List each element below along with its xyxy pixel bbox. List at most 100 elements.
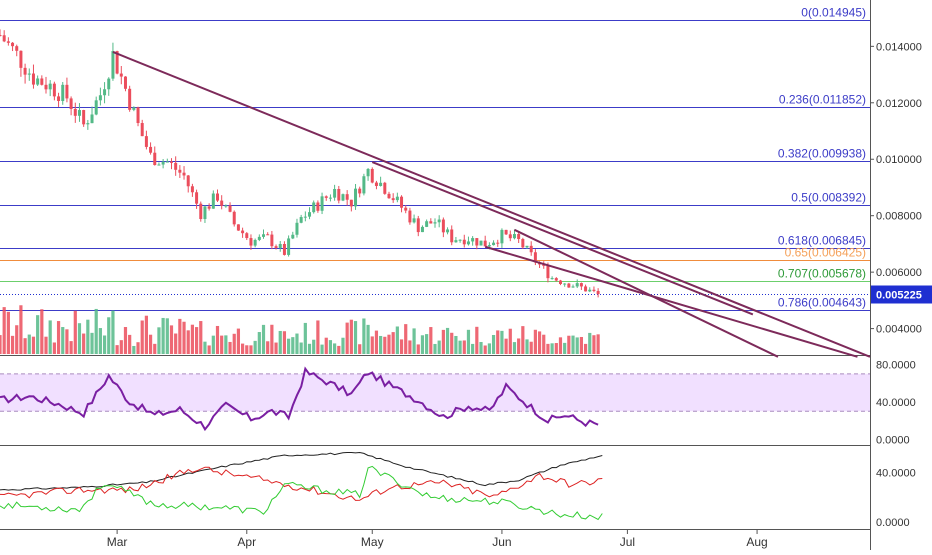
trendline[interactable] bbox=[514, 228, 779, 358]
candle-body[interactable] bbox=[40, 78, 44, 85]
candle-body[interactable] bbox=[429, 221, 433, 224]
candle-body[interactable] bbox=[77, 110, 81, 116]
candle-body[interactable] bbox=[262, 234, 266, 237]
rsi-line[interactable] bbox=[0, 366, 599, 432]
candle-body[interactable] bbox=[165, 161, 169, 163]
candle-body[interactable] bbox=[15, 46, 19, 51]
candle-body[interactable] bbox=[471, 238, 475, 242]
candle-body[interactable] bbox=[94, 100, 98, 115]
candlesticks[interactable] bbox=[0, 29, 600, 298]
candle-body[interactable] bbox=[529, 245, 533, 253]
candle-body[interactable] bbox=[358, 188, 362, 194]
candle-body[interactable] bbox=[186, 175, 190, 187]
candle-body[interactable] bbox=[425, 221, 429, 227]
candle-body[interactable] bbox=[349, 199, 353, 207]
candle-body[interactable] bbox=[303, 216, 307, 218]
candle-body[interactable] bbox=[379, 182, 383, 186]
candle-body[interactable] bbox=[115, 51, 119, 74]
candle-body[interactable] bbox=[299, 217, 303, 223]
candle-body[interactable] bbox=[182, 172, 186, 176]
candle-body[interactable] bbox=[450, 229, 454, 243]
candle-body[interactable] bbox=[224, 205, 228, 207]
candle-body[interactable] bbox=[337, 188, 341, 201]
candle-body[interactable] bbox=[508, 234, 512, 239]
candle-body[interactable] bbox=[354, 188, 358, 207]
candle-body[interactable] bbox=[149, 146, 153, 153]
candle-body[interactable] bbox=[546, 265, 550, 279]
candle-body[interactable] bbox=[328, 197, 332, 199]
candle-body[interactable] bbox=[153, 152, 157, 166]
candle-body[interactable] bbox=[161, 161, 165, 165]
dmi-adx-line[interactable] bbox=[0, 451, 603, 491]
candle-body[interactable] bbox=[554, 278, 558, 281]
candle-body[interactable] bbox=[257, 236, 261, 240]
candle-body[interactable] bbox=[11, 42, 15, 47]
trendlines[interactable] bbox=[112, 51, 871, 358]
candle-body[interactable] bbox=[395, 196, 399, 201]
candle-body[interactable] bbox=[575, 283, 579, 287]
candle-body[interactable] bbox=[128, 88, 132, 110]
candle-body[interactable] bbox=[521, 239, 525, 248]
candle-body[interactable] bbox=[140, 123, 144, 137]
candle-body[interactable] bbox=[437, 219, 441, 223]
candle-body[interactable] bbox=[57, 96, 61, 101]
candle-body[interactable] bbox=[278, 244, 282, 248]
fibonacci-retracement[interactable]: 0(0.014945) 0.236(0.011852) 0.382(0.009938… bbox=[0, 6, 870, 311]
candle-body[interactable] bbox=[333, 188, 337, 198]
candle-body[interactable] bbox=[362, 176, 366, 194]
candle-body[interactable] bbox=[404, 207, 408, 211]
candle-body[interactable] bbox=[558, 280, 562, 285]
candle-body[interactable] bbox=[374, 182, 378, 186]
candle-body[interactable] bbox=[446, 229, 450, 233]
candle-body[interactable] bbox=[391, 198, 395, 201]
candle-body[interactable] bbox=[241, 230, 245, 234]
candle-body[interactable] bbox=[366, 168, 370, 177]
candle-body[interactable] bbox=[345, 194, 349, 200]
dmi-pane[interactable] bbox=[0, 451, 603, 521]
candle-body[interactable] bbox=[370, 168, 374, 183]
candle-body[interactable] bbox=[266, 234, 270, 236]
candle-body[interactable] bbox=[504, 229, 508, 235]
candle-body[interactable] bbox=[86, 123, 90, 125]
dmi-minus-line[interactable] bbox=[0, 466, 603, 501]
candle-body[interactable] bbox=[287, 238, 291, 255]
trendline[interactable] bbox=[371, 161, 754, 316]
candle-body[interactable] bbox=[103, 89, 107, 96]
candle-body[interactable] bbox=[144, 136, 148, 147]
candle-body[interactable] bbox=[216, 193, 219, 201]
candle-body[interactable] bbox=[2, 35, 6, 42]
candle-body[interactable] bbox=[190, 186, 194, 193]
candle-body[interactable] bbox=[466, 241, 470, 245]
candle-body[interactable] bbox=[245, 233, 249, 239]
candle-body[interactable] bbox=[228, 205, 232, 212]
candle-body[interactable] bbox=[61, 84, 65, 101]
candle-body[interactable] bbox=[19, 50, 23, 68]
candle-body[interactable] bbox=[169, 161, 173, 163]
candle-body[interactable] bbox=[174, 162, 178, 170]
candle-body[interactable] bbox=[483, 240, 487, 247]
candle-body[interactable] bbox=[23, 67, 27, 75]
candle-body[interactable] bbox=[512, 234, 516, 239]
candle-body[interactable] bbox=[107, 78, 111, 90]
candle-body[interactable] bbox=[320, 196, 324, 211]
candle-body[interactable] bbox=[563, 283, 567, 285]
candle-body[interactable] bbox=[44, 84, 48, 90]
candle-body[interactable] bbox=[232, 211, 236, 225]
candle-body[interactable] bbox=[291, 234, 295, 239]
candle-body[interactable] bbox=[492, 242, 496, 246]
candle-body[interactable] bbox=[567, 283, 571, 288]
candle-body[interactable] bbox=[295, 222, 299, 235]
candle-body[interactable] bbox=[282, 244, 286, 255]
candle-body[interactable] bbox=[90, 114, 94, 124]
dmi-plus-line[interactable] bbox=[0, 465, 603, 521]
candle-body[interactable] bbox=[400, 196, 404, 208]
candle-body[interactable] bbox=[408, 210, 412, 223]
candle-body[interactable] bbox=[341, 194, 345, 201]
candle-body[interactable] bbox=[6, 41, 10, 43]
candle-body[interactable] bbox=[584, 286, 588, 292]
candle-body[interactable] bbox=[525, 245, 529, 248]
candle-body[interactable] bbox=[412, 218, 416, 223]
candle-body[interactable] bbox=[571, 286, 575, 288]
